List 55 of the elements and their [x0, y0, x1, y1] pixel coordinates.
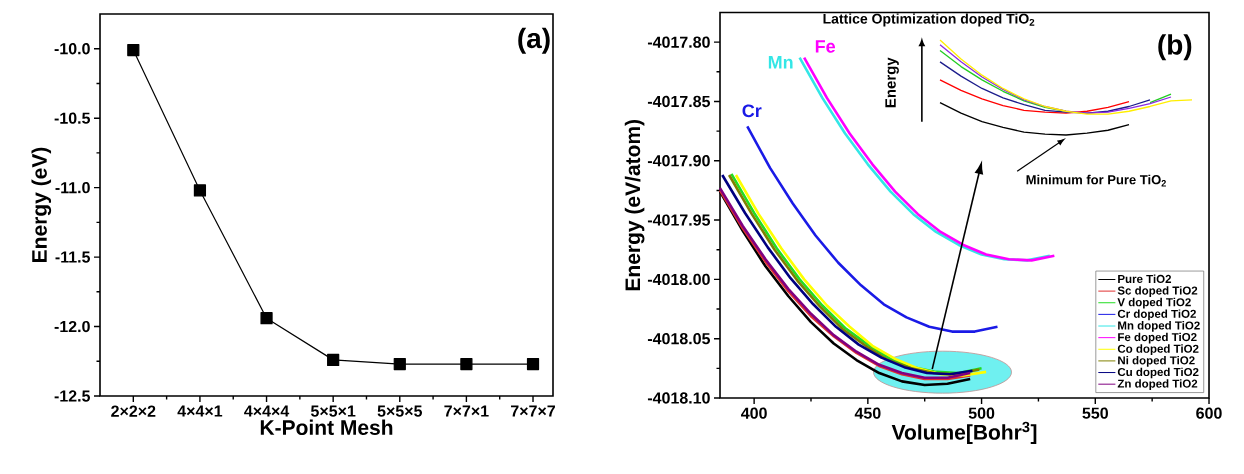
x-tick-label: 4×4×4 — [244, 405, 290, 417]
x-tick-label: 5×5×5 — [377, 405, 423, 417]
y-axis-title: Energy (eV) — [31, 147, 52, 262]
y-tick-label: -11.0 — [55, 181, 90, 194]
y-tick-label: -10.0 — [54, 43, 90, 55]
y-tick-label: -12.0 — [54, 320, 90, 333]
y-tick-label: -4018.00 — [647, 273, 710, 286]
y-tick-label: -12.5 — [54, 390, 91, 402]
legend-label: Cu doped TiO2 — [1117, 367, 1199, 379]
legend-label: Co doped TiO2 — [1117, 344, 1199, 356]
line-series — [746, 125, 999, 333]
y-tick-label: -4017.95 — [647, 214, 711, 226]
x-tick-label: 2×2×2 — [111, 405, 156, 417]
point — [260, 312, 273, 325]
y-axis-title: Energy (eV/atom) — [624, 119, 645, 291]
legend-label: Sc doped TiO2 — [1117, 286, 1198, 297]
x-tick-label: 4×4×1 — [177, 405, 223, 417]
legend-label: V doped TiO2 — [1117, 297, 1191, 309]
y-tick-label: -11.5 — [55, 251, 91, 263]
y-axis-title: Energy — [885, 57, 899, 108]
x-tick-label: 600 — [1196, 407, 1222, 419]
y-tick-label: -10.5 — [54, 112, 91, 124]
annotation: (a) — [518, 27, 550, 54]
legend-label: Zn doped TiO2 — [1117, 379, 1198, 390]
x-axis-title: Volume[Bohr$^{3}$] — [891, 421, 1037, 444]
point — [327, 353, 340, 366]
x-axis-title: K-Point Mesh — [260, 419, 393, 435]
legend-label: Ni doped TiO2 — [1118, 355, 1195, 367]
y-tick-label: -4017.90 — [647, 155, 710, 167]
legend-label: Fe doped TiO2 — [1118, 332, 1197, 344]
x-tick-label: 5×5×1 — [310, 405, 356, 417]
chart-title: Lattice Optimization doped TiO$_{2}$ — [823, 13, 1035, 27]
x-tick-label: 7×7×1 — [444, 405, 489, 417]
annotation: Mn — [768, 56, 793, 69]
annotation: Fe — [815, 40, 836, 53]
point — [460, 357, 473, 371]
point — [526, 357, 540, 371]
y-tick-label: -4017.85 — [647, 95, 711, 108]
legend-label: Mn doped TiO2 — [1118, 321, 1200, 332]
x-tick-label: 400 — [741, 407, 767, 419]
point — [193, 184, 207, 197]
x-tick-label: 450 — [854, 407, 881, 419]
y-tick-label: -4018.10 — [647, 392, 710, 404]
point — [127, 44, 140, 57]
annotation: Cr — [742, 104, 762, 118]
legend-label: Pure TiO2 — [1118, 274, 1172, 283]
annotation: (b) — [1158, 34, 1192, 61]
x-tick-label: 7×7×7 — [511, 405, 555, 417]
legend-label: Cr doped TiO2 — [1117, 309, 1196, 321]
x-tick-label: 500 — [968, 407, 995, 419]
point — [393, 357, 406, 371]
x-tick-label: 550 — [1082, 407, 1108, 419]
y-tick-label: -4017.80 — [647, 36, 710, 48]
y-tick-label: -4018.05 — [647, 333, 711, 345]
annotation: Minimum for Pure TiO$_{2}$ — [1026, 174, 1166, 187]
